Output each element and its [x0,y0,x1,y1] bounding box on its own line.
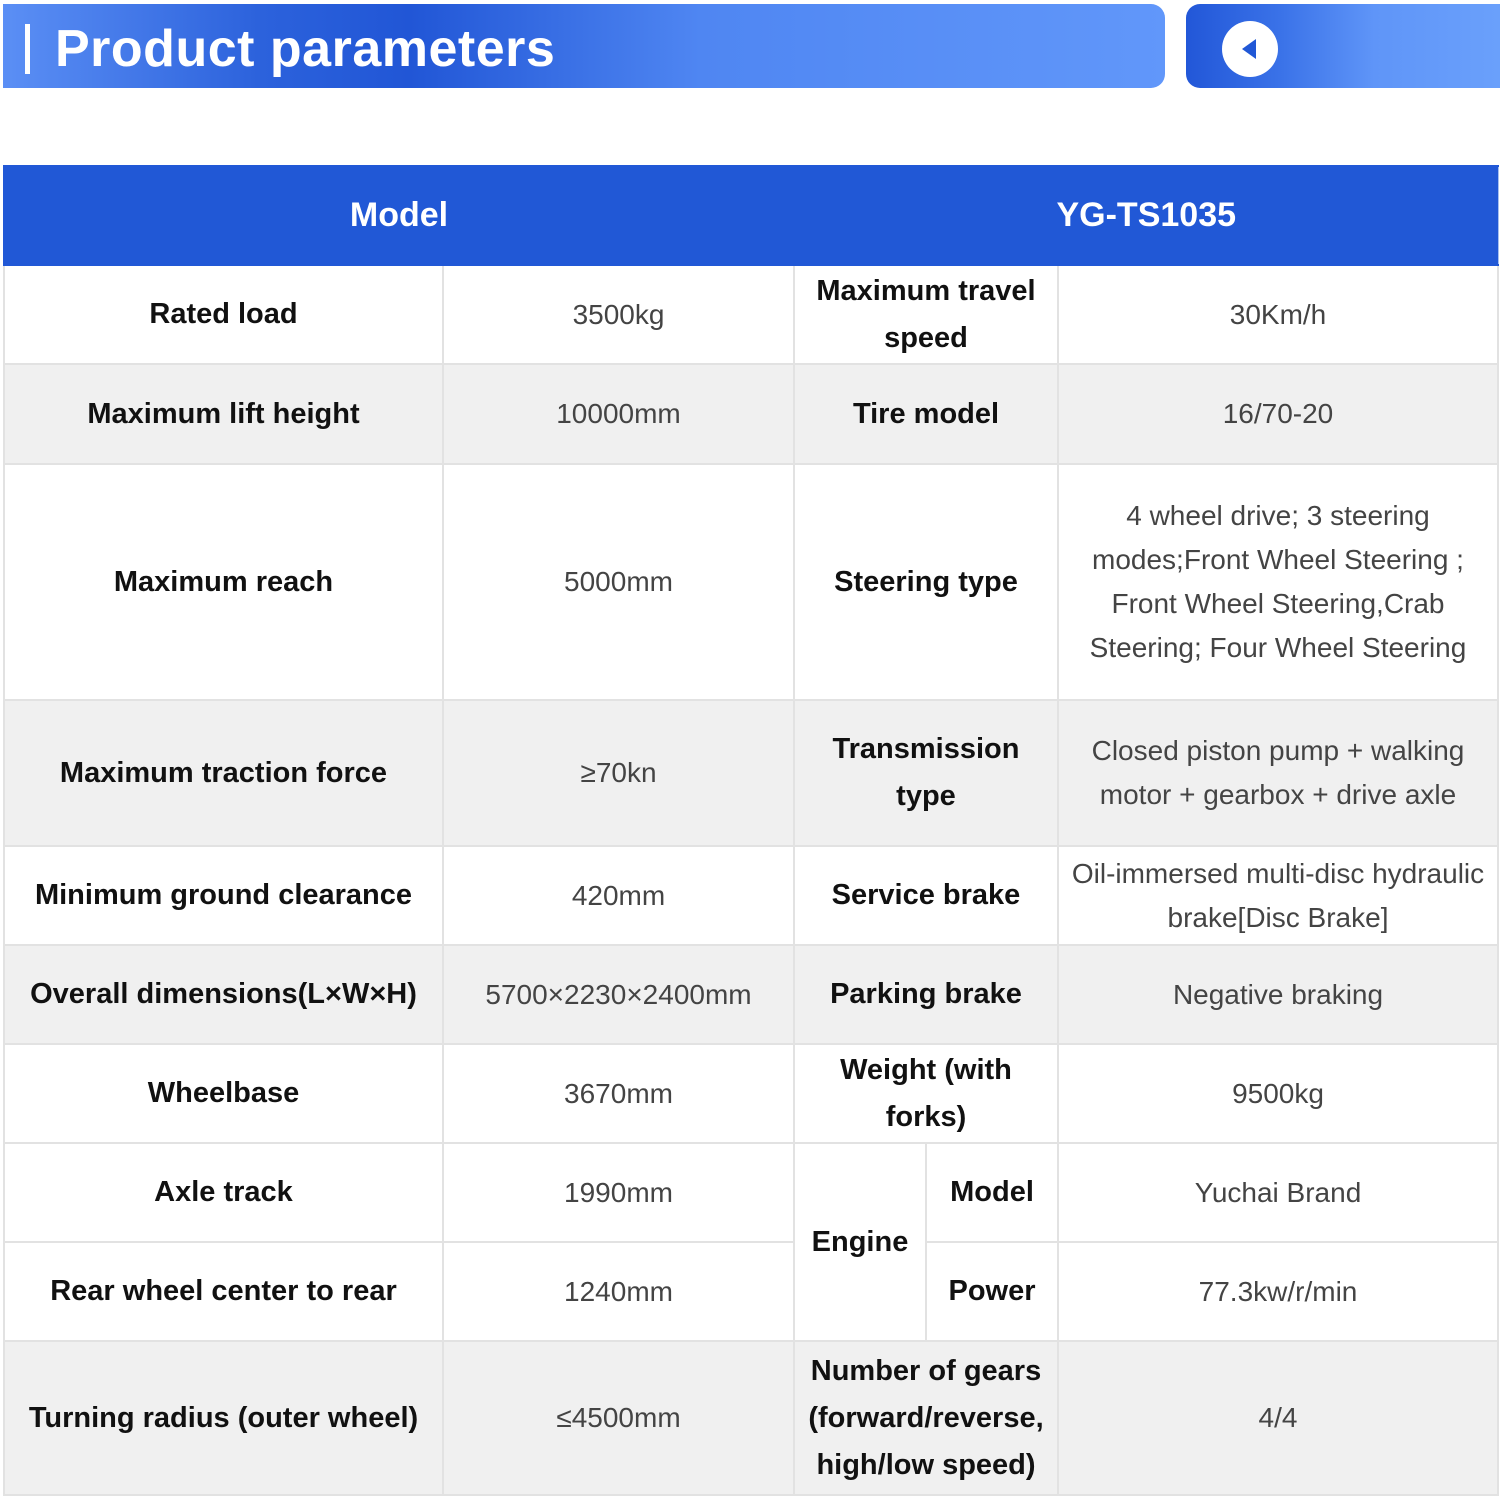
param-value: Yuchai Brand [1057,1142,1499,1243]
table-row: Overall dimensions(L×W×H) 5700×2230×2400… [3,944,1499,1045]
param-value: Closed piston pump + walking motor + gea… [1057,699,1499,847]
param-label: Weight (with forks) [793,1043,1059,1144]
header-model-value: YG-TS1035 [793,165,1499,266]
header-model: Model [3,165,795,266]
param-label: Axle track [3,1142,444,1243]
param-label: Model [925,1142,1059,1243]
table-row: Rated load 3500kg Maximum travel speed 3… [3,264,1499,365]
title-accent-bar [25,24,30,74]
page-title: Product parameters [55,20,556,78]
param-value: Negative braking [1057,944,1499,1045]
table-row: Turning radius (outer wheel) ≤4500mm Num… [3,1340,1499,1496]
engine-group-label: Engine [793,1142,927,1342]
table-row: Minimum ground clearance 420mm Service b… [3,845,1499,946]
param-value: Oil-immersed multi-disc hydraulic brake[… [1057,845,1499,946]
param-label: Steering type [793,463,1059,701]
table-row: Axle track 1990mm Engine Model Yuchai Br… [3,1142,1499,1342]
param-label: Parking brake [793,944,1059,1045]
table-header: Model YG-TS1035 [3,165,1499,266]
param-label: Number of gears (forward/reverse, high/l… [793,1340,1059,1496]
table-row: Rear wheel center to rear 1240mm Power 7… [3,1241,1499,1342]
param-label: Maximum lift height [3,363,444,465]
param-label: Service brake [793,845,1059,946]
param-value: 30Km/h [1057,264,1499,365]
param-value: 16/70-20 [1057,363,1499,465]
param-label: Rear wheel center to rear [3,1241,444,1342]
param-value: 420mm [442,845,795,946]
param-label: Wheelbase [3,1043,444,1144]
param-label: Tire model [793,363,1059,465]
param-label: Power [925,1241,1059,1342]
param-value: 77.3kw/r/min [1057,1241,1499,1342]
table-row: Maximum traction force ≥70kn Transmissio… [3,699,1499,847]
param-value: 4/4 [1057,1340,1499,1496]
param-value: 3500kg [442,264,795,365]
param-value: 1990mm [442,1142,795,1243]
table-row: Maximum lift height 10000mm Tire model 1… [3,363,1499,465]
param-label: Maximum travel speed [793,264,1059,365]
title-banner: Product parameters [3,4,1165,88]
nav-button[interactable] [1186,4,1500,88]
param-value: ≥70kn [442,699,795,847]
param-value: 1240mm [442,1241,795,1342]
param-value: 5700×2230×2400mm [442,944,795,1045]
param-value: 10000mm [442,363,795,465]
param-label: Maximum traction force [3,699,444,847]
table-row: Maximum reach 5000mm Steering type 4 whe… [3,463,1499,701]
param-value: ≤4500mm [442,1340,795,1496]
play-left-icon [1222,21,1278,77]
table-row: Wheelbase 3670mm Weight (with forks) 950… [3,1043,1499,1144]
param-label: Minimum ground clearance [3,845,444,946]
param-label: Turning radius (outer wheel) [3,1340,444,1496]
param-value: 5000mm [442,463,795,701]
param-value: 3670mm [442,1043,795,1144]
param-label: Rated load [3,264,444,365]
param-value: 4 wheel drive; 3 steering modes;Front Wh… [1057,463,1499,701]
param-label: Maximum reach [3,463,444,701]
parameters-table: Model YG-TS1035 Rated load 3500kg Maximu… [3,165,1499,1496]
param-value: 9500kg [1057,1043,1499,1144]
param-label: Overall dimensions(L×W×H) [3,944,444,1045]
param-label: Transmission type [793,699,1059,847]
